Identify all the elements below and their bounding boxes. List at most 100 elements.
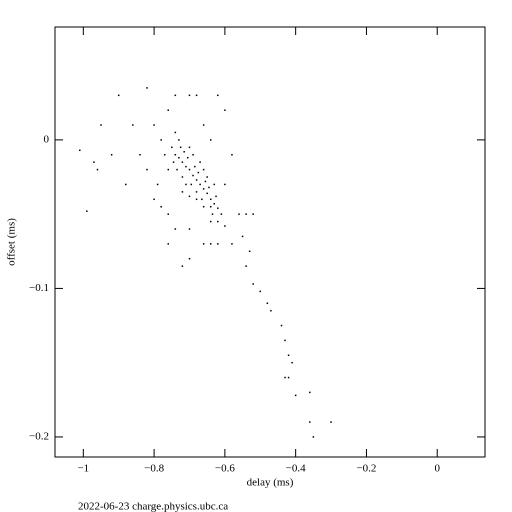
point	[117, 94, 120, 97]
point	[188, 94, 191, 97]
point	[178, 156, 180, 159]
point	[181, 265, 184, 267]
point	[294, 394, 297, 397]
point	[86, 210, 88, 212]
point	[188, 195, 191, 198]
footer: 2022-06-23 charge.physics.ubc.ca	[78, 501, 228, 512]
y-tick-label: −0.1	[29, 282, 49, 294]
point	[188, 228, 191, 230]
point	[217, 243, 219, 245]
x-tick-label: −0.4	[286, 463, 306, 475]
point	[167, 243, 170, 245]
point	[195, 198, 198, 201]
point	[181, 191, 184, 193]
point	[202, 205, 205, 208]
plot-frame	[54, 26, 486, 458]
point	[181, 176, 184, 178]
x-tick-label: 0	[434, 463, 440, 475]
x-tick-label: −0.6	[215, 463, 235, 475]
point	[186, 156, 189, 159]
y-axis-label: offset (ms)	[6, 218, 18, 266]
point	[179, 146, 182, 149]
point	[174, 131, 177, 134]
point	[202, 124, 205, 126]
point	[167, 213, 170, 215]
x-tick-label: −0.2	[356, 463, 376, 475]
point	[204, 180, 207, 183]
point	[163, 153, 166, 156]
point	[217, 207, 219, 209]
point	[209, 139, 212, 141]
point	[96, 168, 99, 171]
point	[245, 213, 247, 215]
point	[146, 87, 148, 89]
point	[125, 183, 127, 186]
point	[209, 198, 212, 201]
point	[238, 213, 240, 215]
point	[209, 205, 212, 208]
point	[280, 324, 283, 327]
point	[201, 198, 203, 201]
point	[266, 302, 269, 305]
point	[309, 391, 311, 394]
point	[211, 213, 214, 215]
point	[202, 168, 205, 171]
point	[231, 153, 233, 156]
point	[167, 109, 170, 111]
point	[160, 205, 162, 208]
point	[153, 124, 155, 126]
point	[215, 195, 217, 198]
point	[206, 192, 208, 195]
point	[231, 243, 233, 245]
point	[195, 179, 198, 181]
point	[209, 243, 212, 245]
point	[188, 146, 191, 149]
point	[185, 165, 187, 168]
y-tick-label: 0	[44, 133, 50, 145]
point	[171, 146, 173, 149]
point	[245, 265, 247, 267]
point	[139, 153, 141, 156]
point	[248, 250, 251, 253]
point	[224, 183, 226, 186]
point	[192, 153, 194, 156]
point	[330, 421, 332, 423]
point	[183, 151, 185, 153]
point	[217, 220, 219, 223]
point	[291, 361, 293, 364]
point	[241, 235, 244, 238]
point	[199, 183, 201, 186]
point	[181, 161, 184, 163]
point	[172, 161, 175, 163]
point	[194, 165, 196, 168]
point	[153, 198, 155, 201]
x-tick-label: −1	[77, 463, 89, 475]
point	[252, 283, 254, 285]
point	[252, 213, 254, 215]
point	[309, 421, 311, 423]
point	[176, 168, 178, 171]
point	[174, 153, 177, 156]
point	[202, 188, 205, 190]
point	[192, 174, 194, 177]
point	[213, 183, 216, 186]
point	[199, 161, 201, 163]
point	[208, 186, 210, 189]
point	[160, 139, 162, 141]
point	[178, 139, 180, 141]
point	[132, 124, 134, 126]
point	[213, 203, 216, 205]
point	[206, 176, 208, 178]
point	[224, 225, 226, 227]
x-tick-label: −0.8	[144, 463, 164, 475]
point	[188, 257, 191, 260]
point	[259, 290, 262, 293]
point	[190, 183, 193, 186]
point	[270, 309, 272, 312]
y-tick-label: −0.2	[29, 430, 49, 442]
point	[188, 168, 191, 171]
point	[93, 161, 95, 163]
point	[146, 168, 148, 171]
point	[284, 339, 286, 342]
